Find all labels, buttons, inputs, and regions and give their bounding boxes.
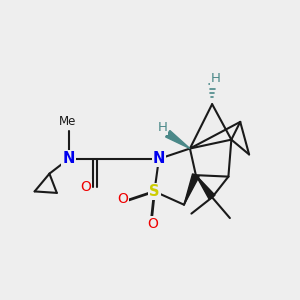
Text: O: O — [148, 217, 158, 231]
Text: N: N — [62, 152, 75, 166]
Text: N: N — [153, 152, 165, 166]
Text: O: O — [80, 180, 91, 194]
Text: H: H — [158, 121, 167, 134]
Polygon shape — [184, 174, 199, 205]
Text: S: S — [149, 184, 160, 199]
Text: O: O — [117, 192, 128, 206]
Polygon shape — [196, 175, 215, 200]
Text: Me: Me — [58, 116, 76, 128]
Polygon shape — [166, 130, 190, 148]
Text: H: H — [211, 73, 220, 85]
